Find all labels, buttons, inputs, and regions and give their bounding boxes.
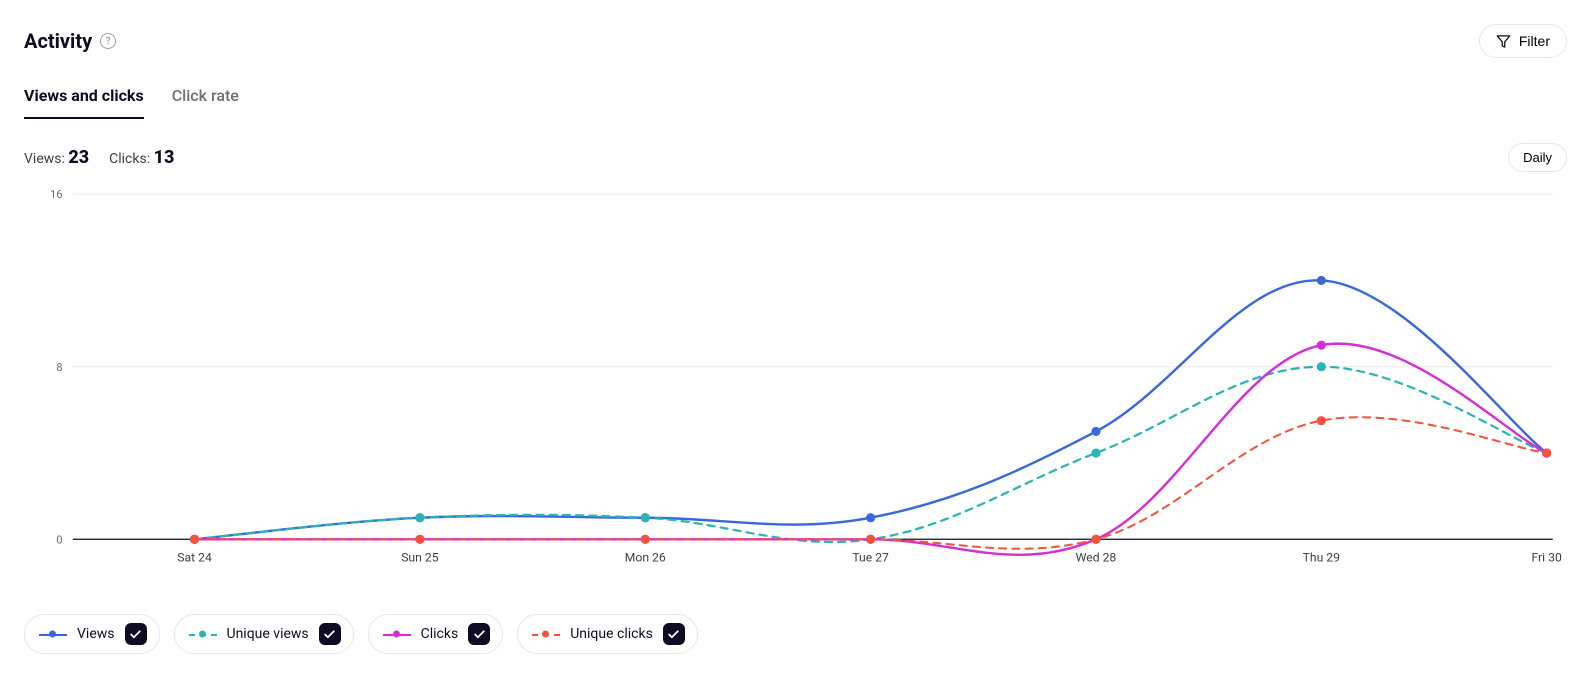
legend-item-unique-clicks[interactable]: Unique clicks <box>517 614 698 654</box>
filter-icon <box>1496 34 1511 49</box>
svg-text:0: 0 <box>56 533 62 546</box>
tab-click-rate[interactable]: Click rate <box>172 86 239 119</box>
legend-check-icon <box>663 623 685 645</box>
clicks-stat: Clicks: 13 <box>109 147 174 168</box>
legend-swatch <box>532 629 560 639</box>
page-title: Activity <box>24 29 92 53</box>
legend-check-icon <box>319 623 341 645</box>
svg-text:Wed 28: Wed 28 <box>1076 551 1117 565</box>
legend-item-clicks[interactable]: Clicks <box>368 614 504 654</box>
views-stat: Views: 23 <box>24 147 89 168</box>
granularity-button[interactable]: Daily <box>1508 143 1567 172</box>
svg-text:Sun 25: Sun 25 <box>401 551 439 565</box>
tabs: Views and clicks Click rate <box>24 86 1567 119</box>
filter-button[interactable]: Filter <box>1479 24 1567 58</box>
views-label: Views: <box>24 151 65 167</box>
svg-text:Tue 27: Tue 27 <box>852 551 889 565</box>
legend: Views Unique views Clicks Unique clicks <box>24 614 1567 654</box>
legend-item-unique-views[interactable]: Unique views <box>174 614 354 654</box>
stats: Views: 23 Clicks: 13 <box>24 147 174 168</box>
legend-swatch <box>383 629 411 639</box>
views-value: 23 <box>68 147 89 168</box>
svg-text:Thu 29: Thu 29 <box>1303 551 1341 565</box>
header: Activity ? Filter <box>24 24 1567 58</box>
svg-text:8: 8 <box>56 361 62 374</box>
legend-label: Clicks <box>421 626 459 642</box>
activity-line-chart: 0 8 16 Sat 24 Sun 25 Mon 26 Tue 27 Wed 28 Thu 29… <box>24 184 1567 590</box>
legend-label: Unique clicks <box>570 626 653 642</box>
legend-swatch <box>39 629 67 639</box>
tab-views-and-clicks[interactable]: Views and clicks <box>24 86 144 119</box>
title-wrap: Activity ? <box>24 29 116 53</box>
legend-label: Views <box>77 626 115 642</box>
svg-text:Sat 24: Sat 24 <box>177 551 212 565</box>
svg-text:Mon 26: Mon 26 <box>625 551 666 565</box>
filter-label: Filter <box>1519 33 1550 49</box>
clicks-label: Clicks: <box>109 151 150 167</box>
clicks-value: 13 <box>154 147 175 168</box>
chart: 0 8 16 Sat 24 Sun 25 Mon 26 Tue 27 Wed 28 Thu 29… <box>24 184 1567 590</box>
legend-check-icon <box>125 623 147 645</box>
legend-check-icon <box>468 623 490 645</box>
legend-swatch <box>189 629 217 639</box>
svg-text:16: 16 <box>50 188 63 201</box>
help-icon[interactable]: ? <box>100 33 116 49</box>
stats-row: Views: 23 Clicks: 13 Daily <box>24 143 1567 172</box>
legend-label: Unique views <box>227 626 309 642</box>
svg-text:Fri 30: Fri 30 <box>1531 551 1562 565</box>
legend-item-views[interactable]: Views <box>24 614 160 654</box>
